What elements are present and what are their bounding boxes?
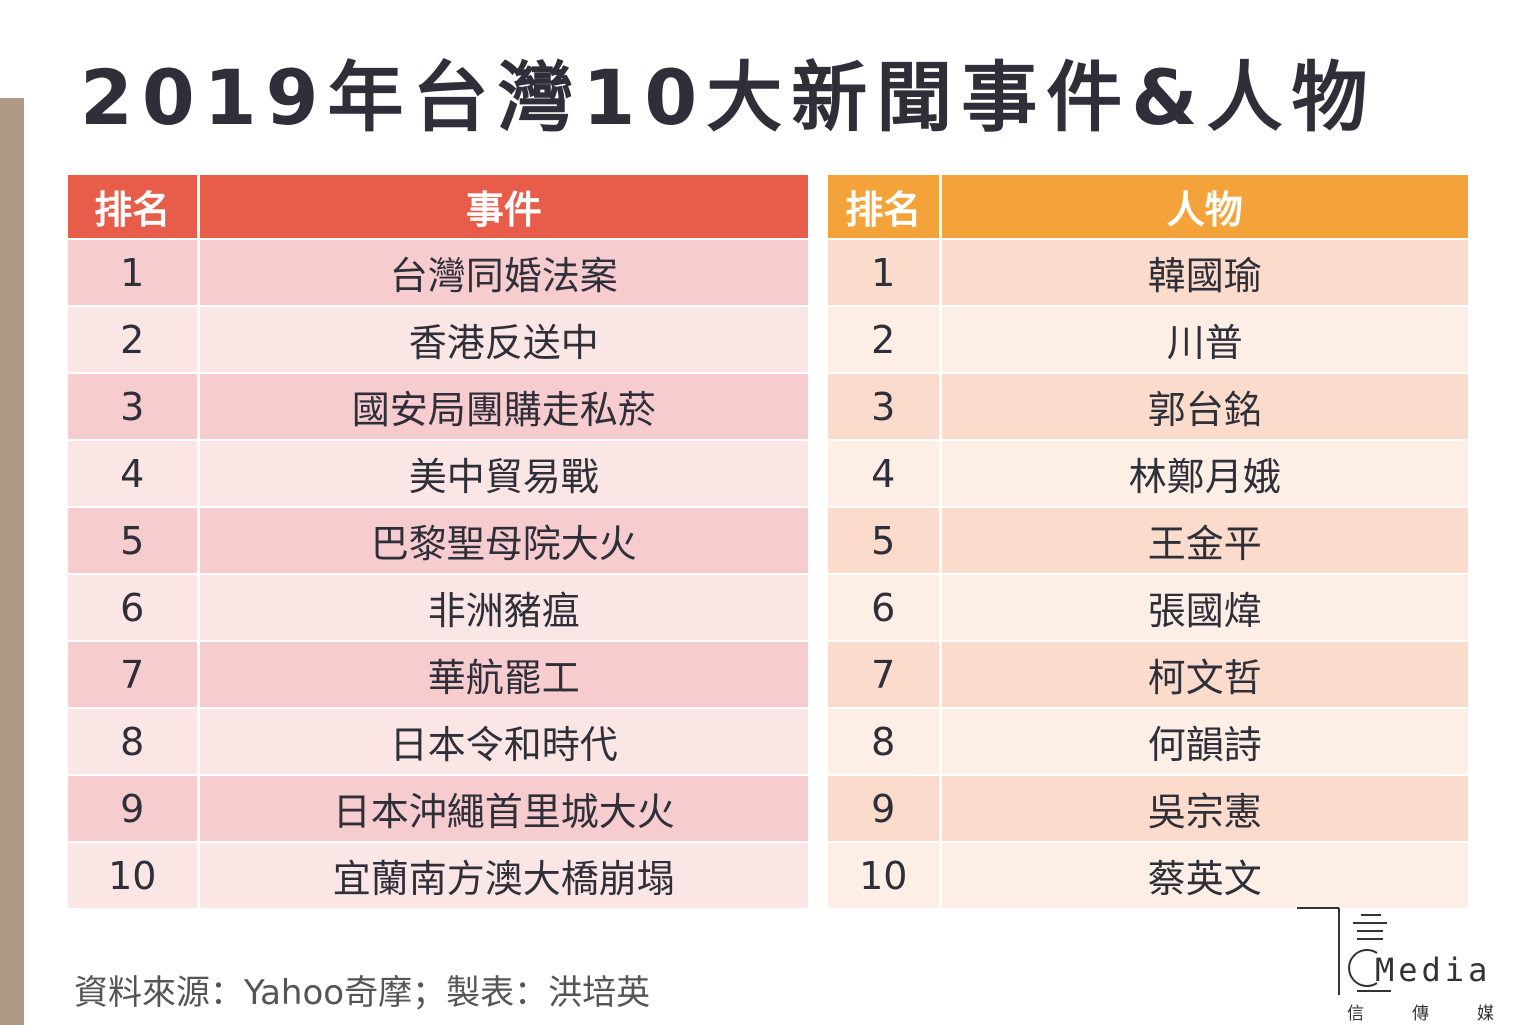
people-table-row: 3 郭台銘 bbox=[828, 373, 1468, 440]
people-header-row: 排名 人物 bbox=[828, 175, 1468, 239]
people-table: 排名 人物 1 韓國瑜 2 川普 3 郭台銘 4 林鄭月娥 5 王金平 6 張國煒 7 柯文哲 8 何韻詩 9 吳… bbox=[828, 175, 1468, 910]
events-rank-cell: 6 bbox=[68, 574, 200, 641]
people-rank-cell: 10 bbox=[828, 842, 942, 909]
events-table-row: 5 巴黎聖母院大火 bbox=[68, 507, 808, 574]
people-item-cell: 張國煒 bbox=[940, 574, 1468, 641]
events-item-cell: 宜蘭南方澳大橋崩塌 bbox=[198, 842, 808, 909]
people-rank-cell: 6 bbox=[828, 574, 942, 641]
people-table-row: 9 吳宗憲 bbox=[828, 775, 1468, 842]
events-rank-header: 排名 bbox=[68, 175, 200, 239]
people-rank-cell: 7 bbox=[828, 641, 942, 708]
people-table-row: 4 林鄭月娥 bbox=[828, 440, 1468, 507]
events-rank-cell: 3 bbox=[68, 373, 200, 440]
people-table-row: 2 川普 bbox=[828, 306, 1468, 373]
events-item-cell: 日本沖繩首里城大火 bbox=[198, 775, 808, 842]
events-item-header: 事件 bbox=[198, 175, 808, 239]
people-item-cell: 吳宗憲 bbox=[940, 775, 1468, 842]
people-table-row: 8 何韻詩 bbox=[828, 708, 1468, 775]
events-item-cell: 日本令和時代 bbox=[198, 708, 808, 775]
people-table-row: 6 張國煒 bbox=[828, 574, 1468, 641]
people-item-cell: 郭台銘 bbox=[940, 373, 1468, 440]
people-item-cell: 何韻詩 bbox=[940, 708, 1468, 775]
events-table-row: 6 非洲豬瘟 bbox=[68, 574, 808, 641]
events-rank-cell: 2 bbox=[68, 306, 200, 373]
logo-subtitle: 信傳媒 bbox=[1347, 1004, 1536, 1024]
people-table-row: 1 韓國瑜 bbox=[828, 239, 1468, 306]
events-rank-cell: 1 bbox=[68, 239, 200, 306]
people-item-cell: 柯文哲 bbox=[940, 641, 1468, 708]
events-table-row: 7 華航罷工 bbox=[68, 641, 808, 708]
people-rank-cell: 8 bbox=[828, 708, 942, 775]
events-header-row: 排名 事件 bbox=[68, 175, 808, 239]
people-item-cell: 王金平 bbox=[940, 507, 1468, 574]
logo-wordmark: Media bbox=[1375, 951, 1492, 989]
events-table-row: 4 美中貿易戰 bbox=[68, 440, 808, 507]
events-table: 排名 事件 1 台灣同婚法案 2 香港反送中 3 國安局團購走私菸 4 美中貿易戰 5 巴黎聖母院… bbox=[68, 175, 808, 910]
events-rank-cell: 5 bbox=[68, 507, 200, 574]
events-item-cell: 巴黎聖母院大火 bbox=[198, 507, 808, 574]
people-table-row: 10 蔡英文 bbox=[828, 842, 1468, 909]
events-item-cell: 台灣同婚法案 bbox=[198, 239, 808, 306]
events-table-row: 2 香港反送中 bbox=[68, 306, 808, 373]
source-note: 資料來源：Yahoo奇摩；製表：洪培英 bbox=[74, 973, 651, 1013]
people-item-cell: 川普 bbox=[940, 306, 1468, 373]
events-rank-cell: 10 bbox=[68, 842, 200, 909]
events-rank-cell: 7 bbox=[68, 641, 200, 708]
events-item-cell: 非洲豬瘟 bbox=[198, 574, 808, 641]
people-rank-cell: 1 bbox=[828, 239, 942, 306]
people-table-row: 7 柯文哲 bbox=[828, 641, 1468, 708]
events-rank-cell: 9 bbox=[68, 775, 200, 842]
events-item-cell: 華航罷工 bbox=[198, 641, 808, 708]
events-item-cell: 香港反送中 bbox=[198, 306, 808, 373]
people-item-cell: 韓國瑜 bbox=[940, 239, 1468, 306]
people-rank-cell: 9 bbox=[828, 775, 942, 842]
people-rank-cell: 2 bbox=[828, 306, 942, 373]
people-rank-header: 排名 bbox=[828, 175, 942, 239]
events-table-row: 1 台灣同婚法案 bbox=[68, 239, 808, 306]
people-item-cell: 林鄭月娥 bbox=[940, 440, 1468, 507]
events-table-row: 10 宜蘭南方澳大橋崩塌 bbox=[68, 842, 808, 909]
people-item-cell: 蔡英文 bbox=[940, 842, 1468, 909]
events-table-row: 8 日本令和時代 bbox=[68, 708, 808, 775]
media-logo: Media 信傳媒 bbox=[1295, 905, 1515, 1024]
people-rank-cell: 5 bbox=[828, 507, 942, 574]
events-table-body: 1 台灣同婚法案 2 香港反送中 3 國安局團購走私菸 4 美中貿易戰 5 巴黎聖母院大火 6 非洲豬… bbox=[68, 239, 808, 909]
events-rank-cell: 4 bbox=[68, 440, 200, 507]
people-rank-cell: 3 bbox=[828, 373, 942, 440]
logo-mark-icon bbox=[1297, 907, 1391, 995]
events-item-cell: 美中貿易戰 bbox=[198, 440, 808, 507]
people-item-header: 人物 bbox=[940, 175, 1468, 239]
events-rank-cell: 8 bbox=[68, 708, 200, 775]
left-accent-bar bbox=[0, 98, 24, 1025]
people-table-row: 5 王金平 bbox=[828, 507, 1468, 574]
page-title: 2019年台灣10大新聞事件&人物 bbox=[80, 53, 1377, 142]
people-rank-cell: 4 bbox=[828, 440, 942, 507]
people-table-body: 1 韓國瑜 2 川普 3 郭台銘 4 林鄭月娥 5 王金平 6 張國煒 7 柯文哲 8 何韻詩 9 吳宗憲 10 蔡英… bbox=[828, 239, 1468, 909]
events-item-cell: 國安局團購走私菸 bbox=[198, 373, 808, 440]
events-table-row: 9 日本沖繩首里城大火 bbox=[68, 775, 808, 842]
events-table-row: 3 國安局團購走私菸 bbox=[68, 373, 808, 440]
